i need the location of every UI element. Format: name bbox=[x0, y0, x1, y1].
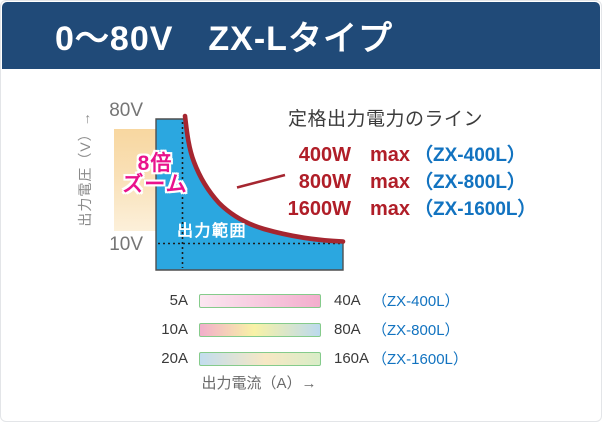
max-label: max bbox=[370, 144, 411, 166]
zoom-highlight-box bbox=[114, 129, 159, 231]
page-title: 0〜80V ZX-Lタイプ bbox=[55, 20, 393, 58]
current-min: 5A bbox=[169, 292, 188, 309]
output-range-label: 出力範囲 bbox=[177, 223, 248, 240]
max-label: max bbox=[370, 198, 411, 220]
power-curve bbox=[182, 113, 346, 244]
legend-title: 定格出力電力のライン bbox=[288, 109, 484, 130]
legend-row-1600w: 1600W max （ZX-1600L） bbox=[251, 194, 537, 221]
max-label: max bbox=[370, 171, 411, 193]
ytick-80v: 80V bbox=[109, 100, 143, 121]
current-min: 20A bbox=[161, 350, 188, 367]
legend-row-400w: 400W max （ZX-400L） bbox=[251, 140, 526, 167]
current-gradient-bar bbox=[199, 293, 321, 308]
legend-row-800w: 800W max （ZX-800L） bbox=[251, 167, 526, 194]
header-bar: 0〜80V ZX-Lタイプ bbox=[2, 2, 600, 69]
zoom-8x-badge: 8倍 ズーム bbox=[109, 153, 201, 195]
current-max: 40A bbox=[334, 292, 361, 309]
watt-value: 1600W bbox=[287, 198, 351, 220]
model-name: （ZX-1600L） bbox=[372, 351, 468, 368]
ytick-10v: 10V bbox=[109, 234, 143, 255]
zoom-badge-line2: ズーム bbox=[122, 173, 188, 196]
x-axis-label: 出力電流（A）→ bbox=[201, 375, 317, 392]
model-name: （ZX-400L） bbox=[414, 145, 526, 166]
model-name: （ZX-400L） bbox=[372, 293, 460, 310]
model-name: （ZX-800L） bbox=[372, 322, 460, 339]
current-min: 10A bbox=[161, 321, 188, 338]
current-row-zx400l: 5A 40A （ZX-400L） bbox=[131, 292, 460, 310]
current-gradient-bar bbox=[199, 322, 321, 337]
model-name: （ZX-800L） bbox=[414, 172, 526, 193]
zoom-badge-line1: 8倍 bbox=[137, 152, 173, 175]
watt-value: 400W bbox=[298, 144, 351, 166]
current-gradient-bar bbox=[199, 351, 321, 366]
model-name: （ZX-1600L） bbox=[414, 199, 537, 220]
y-axis-label: 出力電圧（V）→ bbox=[77, 111, 93, 227]
watt-value: 800W bbox=[298, 171, 351, 193]
current-max: 80A bbox=[334, 321, 361, 338]
callout-line bbox=[236, 173, 286, 189]
current-row-zx800l: 10A 80A （ZX-800L） bbox=[131, 321, 460, 339]
current-max: 160A bbox=[334, 350, 370, 367]
current-row-zx1600l: 20A 160A （ZX-1600L） bbox=[131, 350, 468, 368]
